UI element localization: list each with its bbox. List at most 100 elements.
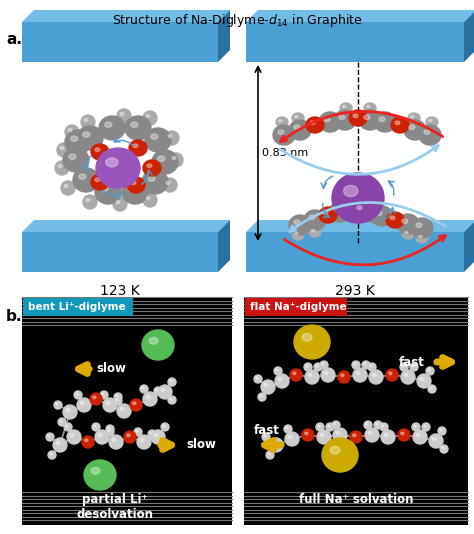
- Ellipse shape: [336, 431, 340, 435]
- Text: b.: b.: [6, 309, 22, 324]
- Ellipse shape: [146, 197, 150, 200]
- Ellipse shape: [172, 156, 176, 160]
- Ellipse shape: [80, 402, 84, 405]
- Ellipse shape: [116, 200, 120, 203]
- Ellipse shape: [340, 103, 352, 113]
- Ellipse shape: [168, 135, 172, 138]
- Ellipse shape: [95, 430, 109, 444]
- Ellipse shape: [289, 120, 311, 140]
- Ellipse shape: [105, 122, 112, 127]
- Ellipse shape: [106, 428, 114, 436]
- Ellipse shape: [276, 117, 288, 127]
- Ellipse shape: [402, 229, 414, 239]
- Ellipse shape: [346, 205, 352, 209]
- Ellipse shape: [131, 122, 138, 127]
- Ellipse shape: [422, 423, 430, 431]
- Ellipse shape: [113, 197, 127, 211]
- Ellipse shape: [168, 378, 176, 386]
- Ellipse shape: [314, 363, 322, 371]
- Ellipse shape: [317, 430, 331, 444]
- Ellipse shape: [414, 425, 416, 427]
- Ellipse shape: [125, 116, 151, 140]
- Ellipse shape: [432, 437, 436, 441]
- Ellipse shape: [151, 134, 158, 139]
- Ellipse shape: [386, 369, 398, 381]
- Ellipse shape: [332, 173, 384, 223]
- Ellipse shape: [356, 372, 360, 375]
- Ellipse shape: [410, 115, 414, 117]
- Ellipse shape: [262, 433, 270, 441]
- Text: flat Na⁺-diglyme: flat Na⁺-diglyme: [250, 302, 346, 312]
- Ellipse shape: [367, 106, 370, 108]
- Ellipse shape: [304, 363, 312, 371]
- Ellipse shape: [319, 112, 341, 132]
- Ellipse shape: [163, 443, 165, 445]
- Ellipse shape: [306, 117, 324, 133]
- Ellipse shape: [295, 115, 298, 117]
- Ellipse shape: [319, 207, 337, 223]
- Ellipse shape: [131, 181, 136, 185]
- Ellipse shape: [294, 325, 330, 359]
- Ellipse shape: [56, 442, 60, 445]
- Ellipse shape: [292, 113, 304, 123]
- Ellipse shape: [73, 168, 99, 192]
- Ellipse shape: [152, 150, 178, 174]
- Ellipse shape: [416, 434, 420, 437]
- Ellipse shape: [376, 423, 378, 425]
- Ellipse shape: [58, 418, 66, 426]
- Text: 123 K: 123 K: [100, 284, 140, 298]
- Ellipse shape: [145, 128, 171, 152]
- Ellipse shape: [143, 160, 161, 176]
- Text: bent Li⁺-diglyme: bent Li⁺-diglyme: [28, 302, 126, 312]
- Ellipse shape: [278, 378, 282, 381]
- Ellipse shape: [334, 423, 336, 425]
- Ellipse shape: [116, 399, 118, 401]
- Ellipse shape: [400, 363, 408, 371]
- Ellipse shape: [165, 131, 179, 145]
- Ellipse shape: [379, 117, 385, 121]
- Ellipse shape: [61, 181, 75, 195]
- Ellipse shape: [60, 146, 64, 150]
- Ellipse shape: [150, 432, 152, 434]
- Ellipse shape: [412, 423, 420, 431]
- Ellipse shape: [127, 177, 145, 193]
- Ellipse shape: [74, 391, 82, 399]
- Ellipse shape: [60, 420, 62, 422]
- Ellipse shape: [369, 370, 383, 384]
- Polygon shape: [246, 10, 474, 22]
- Ellipse shape: [101, 186, 108, 191]
- Ellipse shape: [374, 112, 396, 132]
- Bar: [22, 297, 232, 525]
- Ellipse shape: [142, 330, 174, 360]
- Ellipse shape: [154, 434, 158, 437]
- Ellipse shape: [82, 436, 94, 448]
- Ellipse shape: [116, 395, 118, 397]
- Ellipse shape: [279, 120, 282, 122]
- Ellipse shape: [98, 434, 102, 437]
- Ellipse shape: [254, 375, 262, 383]
- Ellipse shape: [129, 140, 147, 156]
- Ellipse shape: [120, 113, 124, 116]
- Ellipse shape: [302, 429, 314, 441]
- Ellipse shape: [83, 195, 97, 209]
- Ellipse shape: [71, 136, 78, 142]
- Ellipse shape: [140, 385, 148, 393]
- Ellipse shape: [364, 421, 372, 429]
- Ellipse shape: [324, 117, 330, 121]
- Ellipse shape: [304, 210, 326, 230]
- Polygon shape: [218, 220, 230, 272]
- Ellipse shape: [154, 387, 162, 395]
- Ellipse shape: [261, 380, 275, 394]
- Ellipse shape: [264, 435, 266, 437]
- Ellipse shape: [365, 428, 379, 442]
- Ellipse shape: [168, 396, 176, 404]
- Ellipse shape: [92, 423, 100, 431]
- Ellipse shape: [359, 110, 381, 130]
- Text: fast: fast: [254, 425, 280, 437]
- Ellipse shape: [357, 206, 362, 209]
- Ellipse shape: [362, 361, 370, 369]
- Ellipse shape: [149, 337, 158, 344]
- Ellipse shape: [276, 369, 278, 371]
- Ellipse shape: [361, 202, 383, 222]
- Ellipse shape: [146, 396, 150, 398]
